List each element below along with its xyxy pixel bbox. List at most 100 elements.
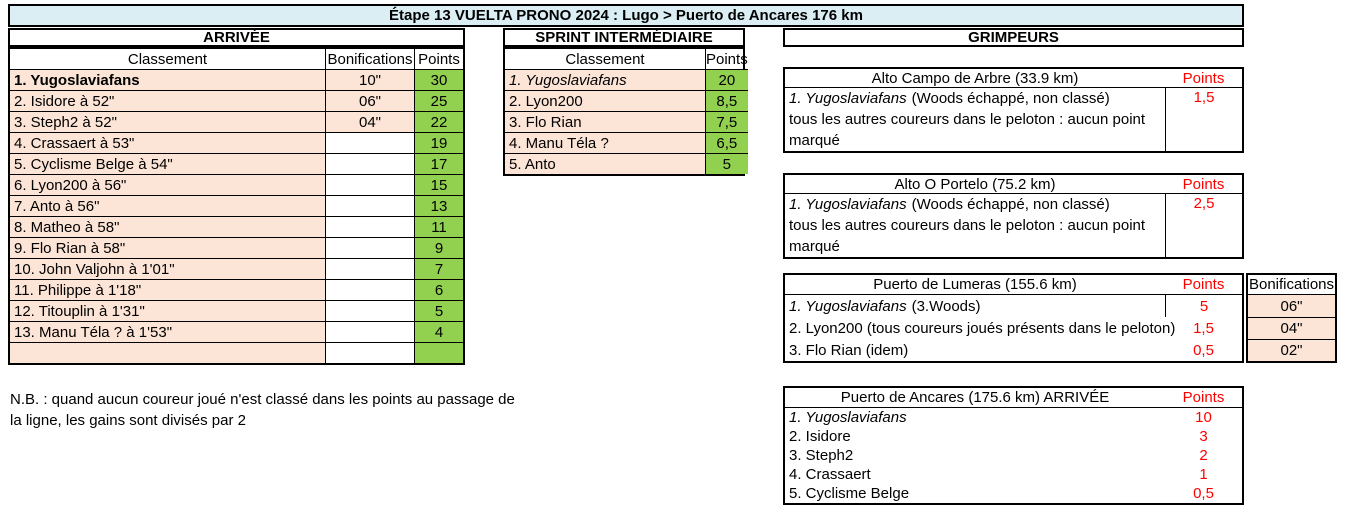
climb-title-cell[interactable]: Alto Campo de Arbre (33.9 km): [785, 69, 1165, 88]
arrivee-bonif-cell[interactable]: [325, 321, 414, 342]
climb-points-cell[interactable]: 0,5: [1193, 485, 1214, 502]
sprint-classement-cell[interactable]: 3. Flo Rian: [505, 111, 705, 132]
bonification-cell[interactable]: 02": [1248, 339, 1335, 361]
arrivee-bonif-cell[interactable]: [325, 216, 414, 237]
sprint-section-header[interactable]: SPRINT INTERMÉDIAIRE: [503, 28, 745, 47]
climb-points-cell[interactable]: 2: [1199, 447, 1208, 464]
climb-points-header[interactable]: Points: [1165, 175, 1242, 194]
rider-note: (3.Woods): [911, 297, 981, 315]
arrivee-col-classement[interactable]: Classement: [127, 50, 208, 68]
arrivee-bonif-cell[interactable]: [325, 342, 414, 363]
arrivee-classement-cell[interactable]: 6. Lyon200 à 56": [10, 174, 325, 195]
arrivee-bonif-cell[interactable]: [325, 132, 414, 153]
climb-points-cell[interactable]: 10: [1195, 409, 1212, 426]
arrivee-bonif-cell[interactable]: 06": [325, 90, 414, 111]
bonifications-header[interactable]: Bonifications: [1248, 276, 1335, 295]
climb-note-line[interactable]: tous les autres coureurs dans le peloton…: [789, 111, 1146, 128]
arrivee-points-cell[interactable]: 11: [414, 216, 463, 237]
arrivee-points-cell[interactable]: 4: [414, 321, 463, 342]
arrivee-classement-cell[interactable]: 3. Steph2 à 52": [10, 111, 325, 132]
climb-title-cell[interactable]: Puerto de Lumeras (155.6 km): [785, 275, 1165, 295]
climb-note-line[interactable]: marqué: [789, 238, 840, 255]
climb-rider-cell[interactable]: 2. Lyon200 (tous coureurs joués présents…: [789, 319, 1176, 337]
arrivee-classement-cell[interactable]: 7. Anto à 56": [10, 195, 325, 216]
climb-title-cell[interactable]: Alto O Portelo (75.2 km): [785, 175, 1165, 194]
sprint-points-cell[interactable]: 6,5: [705, 132, 748, 153]
arrivee-bonif-cell[interactable]: [325, 153, 414, 174]
arrivee-classement-cell[interactable]: 2. Isidore à 52": [10, 90, 325, 111]
sprint-points-cell[interactable]: 20: [705, 69, 748, 90]
arrivee-classement-cell[interactable]: 4. Crassaert à 53": [10, 132, 325, 153]
arrivee-classement-cell[interactable]: 1. Yugoslaviafans: [10, 69, 325, 90]
arrivee-bonif-cell[interactable]: [325, 195, 414, 216]
climb-note-line[interactable]: marqué: [789, 132, 840, 149]
arrivee-points-cell[interactable]: 13: [414, 195, 463, 216]
arrivee-bonif-cell[interactable]: [325, 258, 414, 279]
arrivee-points-cell[interactable]: 6: [414, 279, 463, 300]
climb-title-cell[interactable]: Puerto de Ancares (175.6 km) ARRIVÉE: [785, 388, 1165, 408]
arrivee-points-cell[interactable]: 25: [414, 90, 463, 111]
arrivee-classement-cell[interactable]: 10. John Valjohn à 1'01": [10, 258, 325, 279]
arrivee-bonif-cell[interactable]: 10": [325, 69, 414, 90]
climb-rider-cell[interactable]: 1. Yugoslaviafans (Woods échappé, non cl…: [785, 88, 1165, 109]
arrivee-bonif-cell[interactable]: [325, 237, 414, 258]
arrivee-points-cell[interactable]: 7: [414, 258, 463, 279]
sprint-col-classement[interactable]: Classement: [565, 50, 645, 68]
arrivee-points-cell[interactable]: 9: [414, 237, 463, 258]
arrivee-col-points[interactable]: Points: [414, 49, 463, 69]
sprint-classement-cell[interactable]: 4. Manu Téla ?: [505, 132, 705, 153]
sprint-classement-cell[interactable]: 2. Lyon200: [505, 90, 705, 111]
climb-points-cell[interactable]: 0,5: [1193, 341, 1214, 359]
arrivee-points-cell[interactable]: 5: [414, 300, 463, 321]
climb-rider-cell[interactable]: 4. Crassaert: [789, 466, 871, 483]
sprint-points-cell[interactable]: 5: [705, 153, 748, 174]
arrivee-bonif-cell[interactable]: [325, 174, 414, 195]
arrivee-bonif-cell[interactable]: [325, 279, 414, 300]
sprint-classement-cell[interactable]: 1. Yugoslaviafans: [505, 69, 705, 90]
climb-rider-cell[interactable]: 1. Yugoslaviafans (Woods échappé, non cl…: [785, 194, 1165, 215]
arrivee-classement-cell[interactable]: 11. Philippe à 1'18": [10, 279, 325, 300]
climb-rider-cell[interactable]: 1. Yugoslaviafans: [789, 409, 907, 426]
sprint-col-points[interactable]: Points: [705, 49, 748, 69]
climb-rider-cell[interactable]: 1. Yugoslaviafans (3.Woods): [785, 295, 1165, 317]
arrivee-section-header[interactable]: ARRIVÉE: [8, 28, 465, 47]
arrivee-points-cell[interactable]: 19: [414, 132, 463, 153]
arrivee-classement-cell[interactable]: 8. Matheo à 58": [10, 216, 325, 237]
climb-rider-cell[interactable]: 2. Isidore: [789, 428, 851, 445]
climb-points-cell[interactable]: 5: [1165, 295, 1242, 317]
stage-title-cell[interactable]: Étape 13 VUELTA PRONO 2024 : Lugo > Puer…: [8, 4, 1244, 27]
climb-points-cell[interactable]: 1,5: [1165, 88, 1242, 151]
sprint-points-cell[interactable]: 7,5: [705, 111, 748, 132]
climb-rider-cell[interactable]: 3. Steph2: [789, 447, 854, 464]
climb-points-cell[interactable]: 3: [1199, 428, 1208, 445]
arrivee-classement-cell[interactable]: 9. Flo Rian à 58": [10, 237, 325, 258]
arrivee-classement-cell[interactable]: 5. Cyclisme Belge à 54": [10, 153, 325, 174]
arrivee-bonif-cell[interactable]: [325, 300, 414, 321]
arrivee-points-cell[interactable]: [414, 342, 463, 363]
arrivee-col-bonifications[interactable]: Bonifications: [325, 49, 414, 69]
arrivee-classement-cell[interactable]: 12. Titouplin à 1'31": [10, 300, 325, 321]
climb-points-header[interactable]: Points: [1165, 388, 1242, 408]
climb-rider-cell[interactable]: 3. Flo Rian (idem): [789, 341, 909, 359]
arrivee-points-cell[interactable]: 15: [414, 174, 463, 195]
climb-points-header[interactable]: Points: [1165, 275, 1242, 295]
arrivee-classement-cell[interactable]: 13. Manu Téla ? à 1'53": [10, 321, 325, 342]
climb-points-cell[interactable]: 1,5: [1193, 319, 1214, 337]
arrivee-points-cell[interactable]: 30: [414, 69, 463, 90]
climb-rider-cell[interactable]: 5. Cyclisme Belge: [789, 485, 910, 502]
sprint-classement-cell[interactable]: 5. Anto: [505, 153, 705, 174]
arrivee-points-cell[interactable]: 22: [414, 111, 463, 132]
lumeras-bonifications-column: Bonifications 06" 04" 02": [1246, 273, 1337, 363]
climb-points-cell[interactable]: 2,5: [1165, 194, 1242, 257]
arrivee-classement-cell[interactable]: [10, 342, 325, 363]
climb-note-line[interactable]: tous les autres coureurs dans le peloton…: [789, 217, 1146, 234]
arrivee-points-cell[interactable]: 17: [414, 153, 463, 174]
arrivee-bonif-cell[interactable]: 04": [325, 111, 414, 132]
climb-points-cell[interactable]: 1: [1199, 466, 1208, 483]
rider-name: 1. Yugoslaviafans: [789, 297, 907, 315]
bonification-cell[interactable]: 04": [1248, 317, 1335, 339]
climb-points-header[interactable]: Points: [1165, 69, 1242, 88]
grimpeurs-section-header[interactable]: GRIMPEURS: [783, 28, 1244, 47]
bonification-cell[interactable]: 06": [1248, 295, 1335, 317]
sprint-points-cell[interactable]: 8,5: [705, 90, 748, 111]
